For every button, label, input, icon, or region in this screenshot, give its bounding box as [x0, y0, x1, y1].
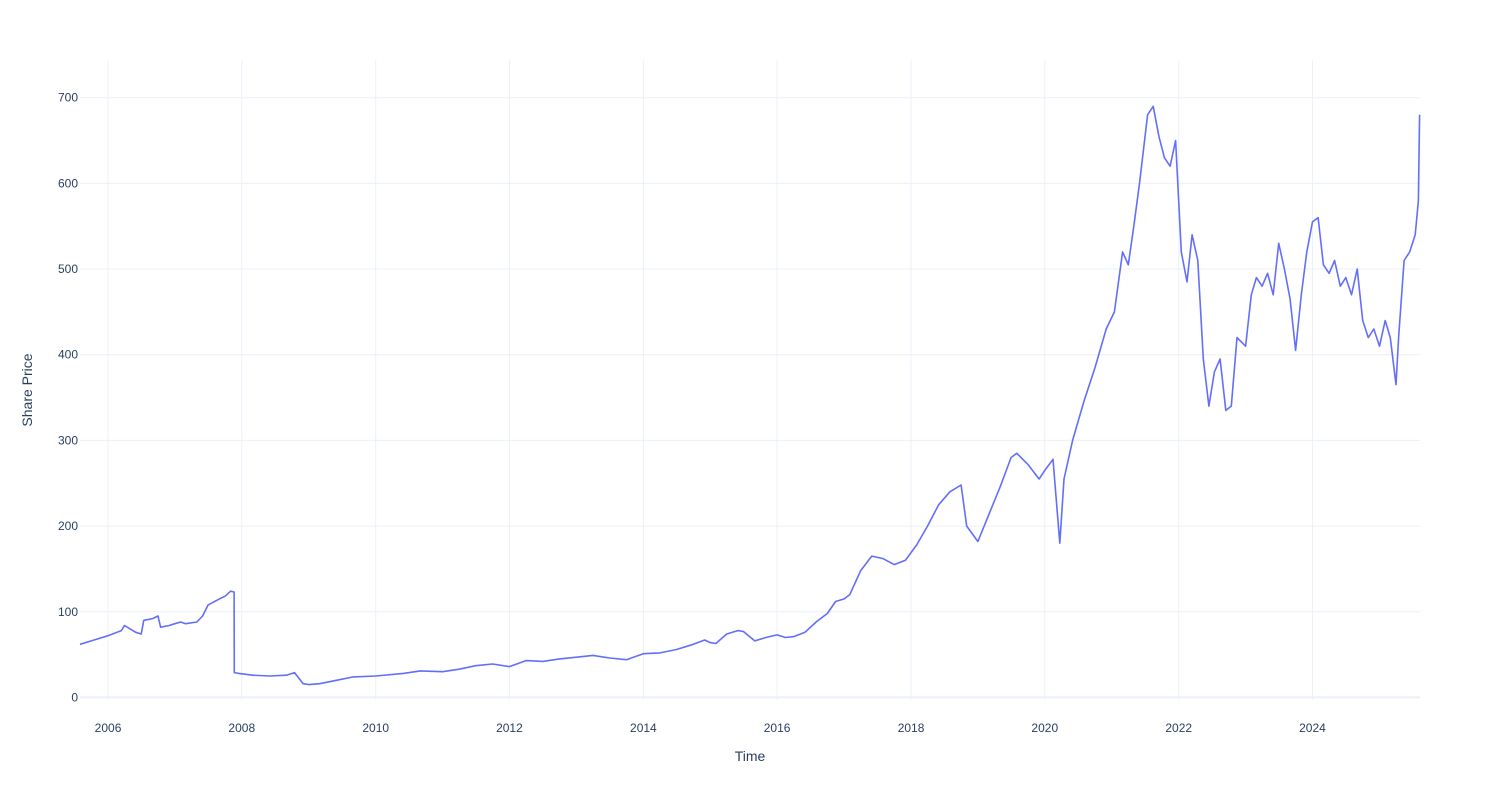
y-tick-label: 200 — [58, 519, 78, 533]
y-tick-label: 300 — [58, 433, 78, 447]
x-tick-label: 2024 — [1299, 721, 1326, 735]
x-tick-label: 2016 — [764, 721, 791, 735]
x-tick-label: 2010 — [362, 721, 389, 735]
x-tick-label: 2006 — [95, 721, 122, 735]
y-axis-title: Share Price — [19, 353, 35, 426]
y-tick-label: 400 — [58, 348, 78, 362]
y-tick-label: 600 — [58, 176, 78, 190]
x-tick-labels: 2006 2008 2010 2012 2014 2016 2018 2020 2022 2024 — [95, 721, 1326, 735]
x-tick-label: 2022 — [1165, 721, 1192, 735]
series-line — [79, 105, 1421, 686]
x-tick-label: 2012 — [496, 721, 523, 735]
y-tick-label: 500 — [58, 262, 78, 276]
y-tick-labels: 0 100 200 300 400 500 600 700 — [58, 91, 78, 705]
x-axis-title: Time — [735, 748, 766, 764]
x-gridlines — [107, 60, 1313, 700]
y-gridlines — [80, 97, 1420, 613]
y-tick-label: 100 — [58, 605, 78, 619]
x-tick-label: 2014 — [630, 721, 657, 735]
y-tick-label: 700 — [58, 91, 78, 105]
series-layer — [79, 105, 1421, 686]
x-tick-label: 2008 — [228, 721, 255, 735]
y-tick-label: 0 — [71, 690, 78, 704]
x-tick-label: 2020 — [1031, 721, 1058, 735]
x-tick-label: 2018 — [898, 721, 925, 735]
